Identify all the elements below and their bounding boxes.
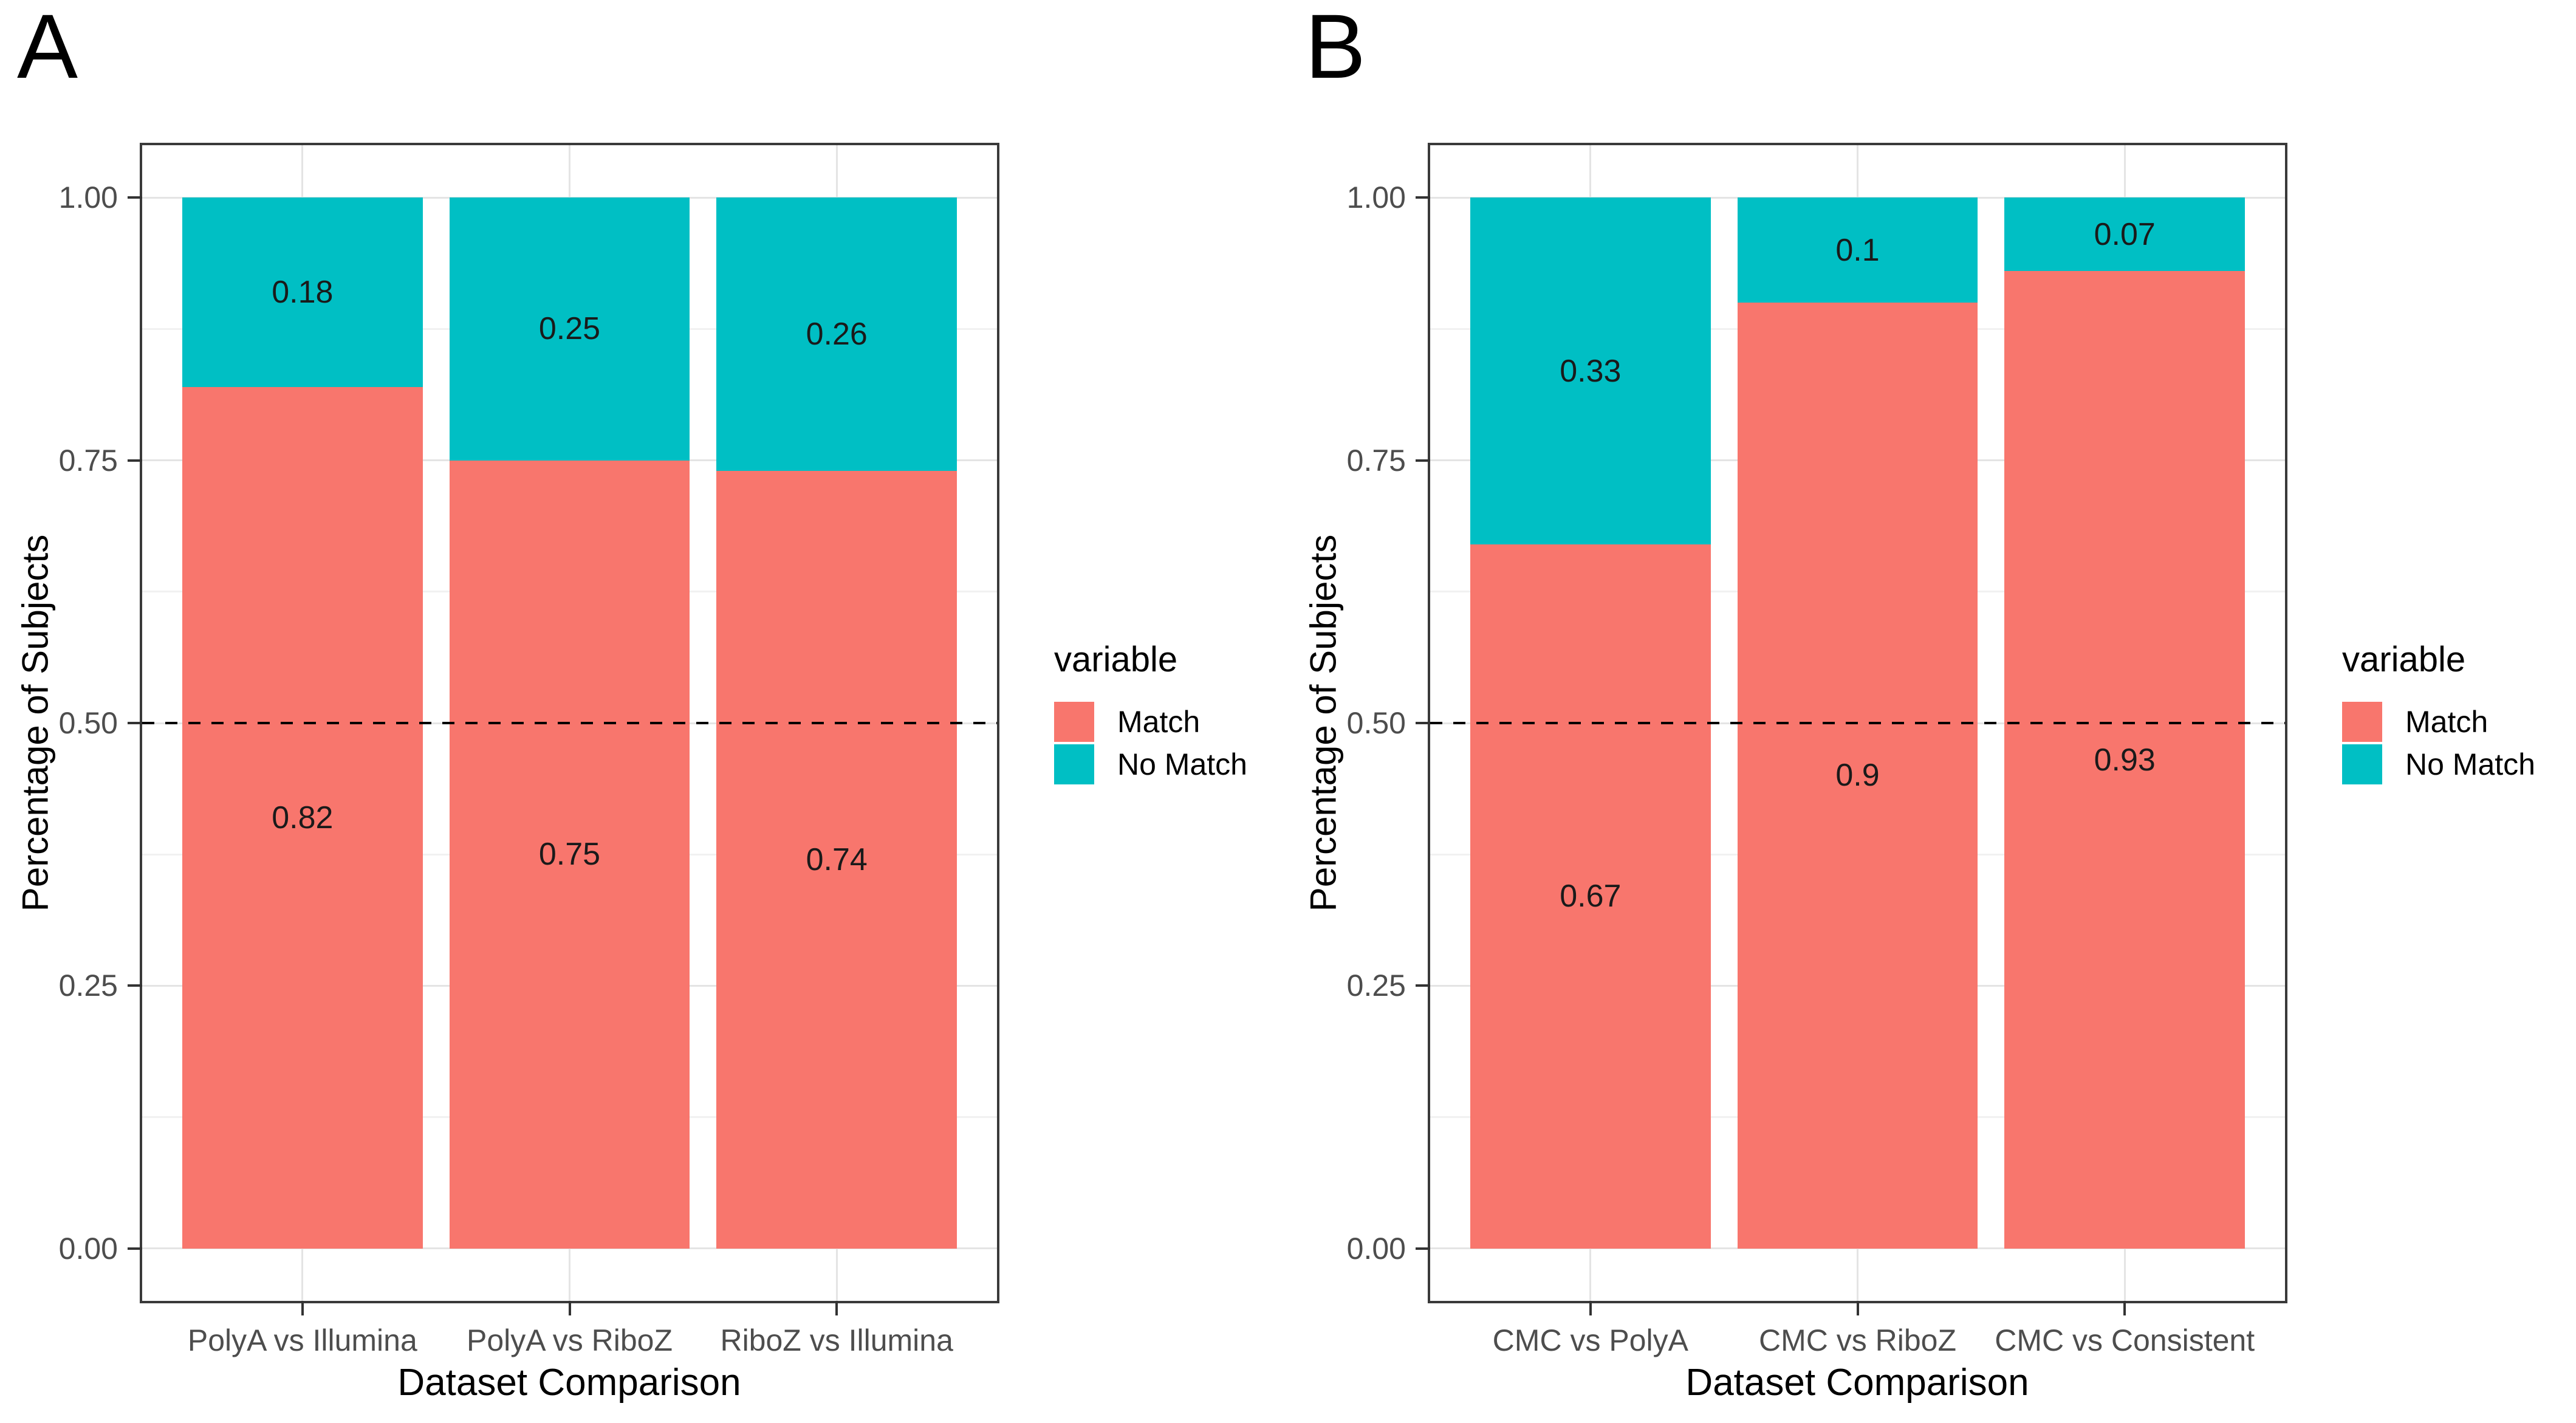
y-tick-mark xyxy=(1416,722,1430,724)
legend-item-match: Match xyxy=(1054,702,1247,742)
no-match-value-label: 0.33 xyxy=(1560,353,1622,389)
panel-a-letter: A xyxy=(17,0,78,97)
match-value-label: 0.93 xyxy=(2094,742,2156,778)
x-tick-label: RiboZ vs Illumina xyxy=(720,1323,953,1357)
match-swatch-icon xyxy=(1054,702,1094,742)
legend-title: variable xyxy=(1054,640,1178,679)
x-tick-mark xyxy=(301,1301,304,1315)
x-tick-label: CMC vs RiboZ xyxy=(1758,1323,1957,1357)
y-tick-mark xyxy=(128,459,142,462)
x-tick-mark xyxy=(568,1301,571,1315)
no-match-swatch-icon xyxy=(1054,744,1094,784)
no-match-value-label: 0.26 xyxy=(806,317,868,352)
bar-no-match xyxy=(1737,197,1978,303)
match-swatch-icon xyxy=(2342,702,2382,742)
bar-no-match xyxy=(2004,197,2245,272)
x-tick-mark xyxy=(835,1301,838,1315)
legend-label-no-match: No Match xyxy=(1117,747,1247,781)
no-match-value-label: 0.25 xyxy=(538,311,601,347)
panel-a: A Percentage of Subjects 0.82 0.18 0.75 0.2… xyxy=(15,0,1247,1404)
bar-match xyxy=(182,386,423,1249)
reference-line xyxy=(142,722,997,724)
legend-label-match: Match xyxy=(1117,705,1201,739)
y-tick-mark xyxy=(128,1247,142,1250)
x-tick-mark xyxy=(2123,1301,2126,1315)
x-axis-title: Dataset Comparison xyxy=(397,1362,741,1404)
bar-no-match xyxy=(449,197,690,461)
x-axis-title: Dataset Comparison xyxy=(1685,1362,2029,1404)
bar-no-match xyxy=(716,197,957,471)
reference-line xyxy=(1430,722,2285,724)
legend-label-no-match: No Match xyxy=(2405,747,2535,781)
bar-no-match xyxy=(182,197,423,387)
y-tick-mark xyxy=(1416,984,1430,987)
bar-match xyxy=(716,470,957,1249)
x-tick-label: CMC vs Consistent xyxy=(1995,1323,2255,1357)
match-value-label: 0.9 xyxy=(1835,758,1880,794)
y-tick-mark xyxy=(128,984,142,987)
match-value-label: 0.82 xyxy=(272,800,334,835)
y-tick-mark xyxy=(1416,1247,1430,1250)
x-tick-label: PolyA vs Illumina xyxy=(187,1323,417,1357)
legend: variable Match No Match xyxy=(1054,639,1247,787)
y-tick-mark xyxy=(1416,459,1430,462)
panel-b: B Percentage of Subjects 0.67 0.33 0.9 0.1 0… xyxy=(1288,0,2576,1423)
panel-b-letter: B xyxy=(1305,0,1366,97)
y-tick-mark xyxy=(1416,196,1430,199)
y-axis-title: Percentage of Subjects xyxy=(1303,534,1344,912)
legend-label-match: Match xyxy=(2405,705,2489,739)
bar-match xyxy=(2004,271,2245,1249)
x-tick-label: CMC vs PolyA xyxy=(1492,1323,1688,1357)
legend-item-no-match: No Match xyxy=(1054,744,1247,784)
bar-match xyxy=(1737,303,1978,1249)
y-tick-mark xyxy=(128,196,142,199)
no-match-swatch-icon xyxy=(2342,744,2382,784)
legend-title: variable xyxy=(2342,640,2466,679)
plot-area: 0.82 0.18 0.75 0.25 0.74 0.26 0.00 0.25 0.50 0.75… xyxy=(59,143,999,1357)
bar-match xyxy=(1470,544,1711,1249)
bar-no-match xyxy=(1470,197,1711,544)
x-tick-mark xyxy=(1856,1301,1859,1315)
y-axis-title: Percentage of Subjects xyxy=(15,534,56,912)
no-match-value-label: 0.1 xyxy=(1835,232,1880,268)
match-value-label: 0.67 xyxy=(1560,879,1622,914)
bar-match xyxy=(449,460,690,1249)
legend-item-match: Match xyxy=(2342,702,2535,742)
legend-item-no-match: No Match xyxy=(2342,744,2535,784)
x-tick-mark xyxy=(1589,1301,1592,1315)
y-tick-mark xyxy=(128,722,142,724)
plot-area: 0.67 0.33 0.9 0.1 0.93 0.07 0.00 0.25 0.50 0.75 1.… xyxy=(1347,143,2287,1357)
x-tick-label: PolyA vs RiboZ xyxy=(466,1323,673,1357)
match-value-label: 0.74 xyxy=(806,842,868,877)
legend: variable Match No Match xyxy=(2342,639,2535,787)
match-value-label: 0.75 xyxy=(538,837,601,873)
no-match-value-label: 0.07 xyxy=(2094,216,2156,252)
no-match-value-label: 0.18 xyxy=(272,274,334,310)
